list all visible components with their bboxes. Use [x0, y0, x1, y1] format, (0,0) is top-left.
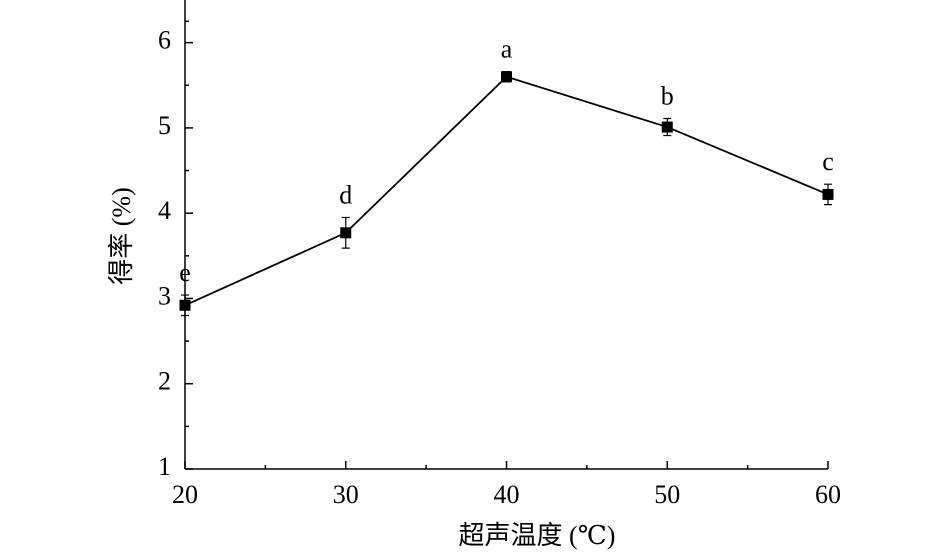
marker — [501, 71, 512, 83]
y-tick-label: 2 — [158, 367, 171, 396]
y-axis-label: 得率 (%) — [107, 187, 136, 284]
significance-label: e — [179, 258, 191, 287]
marker — [822, 188, 834, 200]
significance-label: b — [661, 81, 674, 110]
marker — [661, 121, 673, 133]
significance-label: a — [501, 35, 513, 64]
y-tick-label: 6 — [158, 26, 171, 55]
x-tick-label: 50 — [654, 480, 680, 509]
x-tick-label: 30 — [333, 480, 359, 509]
x-tick-label: 40 — [494, 480, 520, 509]
y-tick-label: 4 — [158, 196, 171, 225]
x-tick-label: 60 — [815, 480, 841, 509]
y-tick-label: 1 — [158, 452, 171, 481]
significance-label: d — [339, 180, 352, 209]
y-tick-label: 3 — [158, 281, 171, 310]
y-tick-label: 5 — [158, 111, 171, 140]
marker — [340, 227, 352, 239]
significance-label: c — [822, 147, 834, 176]
x-tick-label: 20 — [172, 480, 198, 509]
marker — [179, 299, 191, 311]
x-axis-label: 超声温度 (℃) — [459, 521, 616, 550]
series-line — [184, 75, 829, 307]
